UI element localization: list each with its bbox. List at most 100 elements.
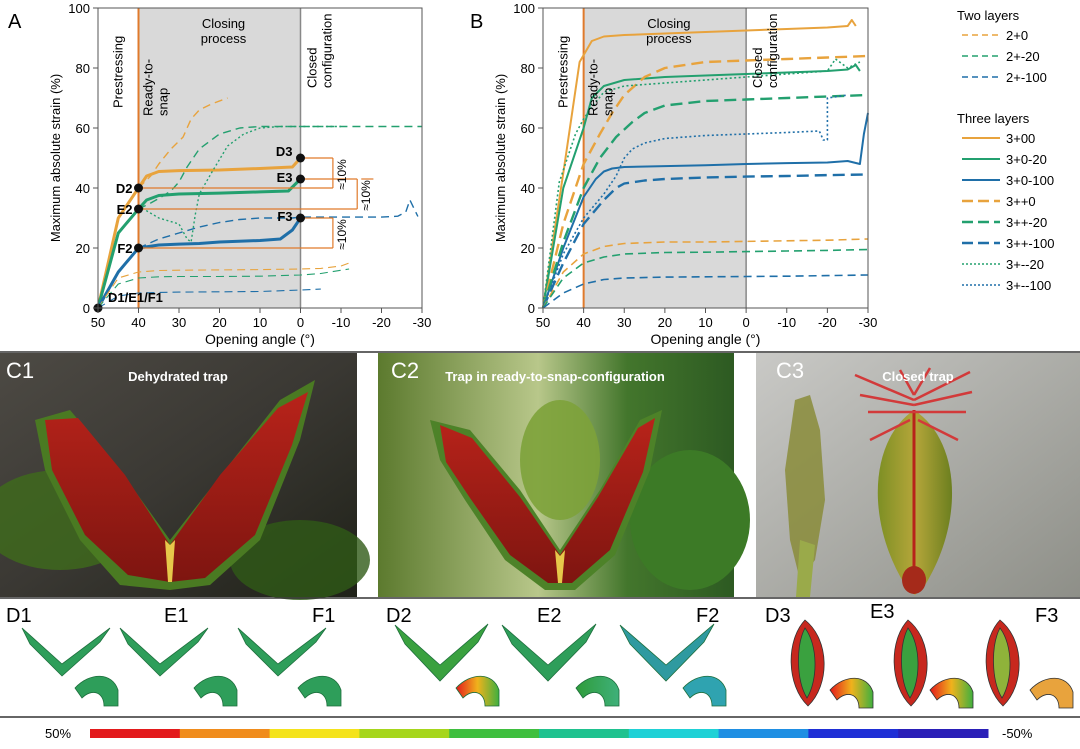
data-point xyxy=(296,174,305,184)
x-tick-label: 30 xyxy=(617,315,631,330)
phase-label: Closing process xyxy=(646,16,692,46)
series-line xyxy=(542,274,869,309)
y-axis-label: Maximum absolute strain (%) xyxy=(493,74,508,242)
series-line xyxy=(138,199,419,249)
data-point xyxy=(296,153,305,163)
point-label: E2 xyxy=(117,202,133,217)
series-line xyxy=(541,93,869,309)
legend-group-title: Three layers xyxy=(957,111,1030,126)
series-line xyxy=(96,217,302,309)
x-tick-label: -20 xyxy=(818,315,837,330)
x-tick-label: 0 xyxy=(297,315,304,330)
colorbar-right-label: -50% xyxy=(1002,726,1033,741)
y-tick-label: 0 xyxy=(528,301,535,316)
colorbar-segment xyxy=(269,729,360,738)
legend-label: 3+0-100 xyxy=(1006,173,1054,188)
series-line xyxy=(542,94,848,309)
y-tick-label: 40 xyxy=(521,181,535,196)
point-label: D1/E1/F1 xyxy=(108,290,163,305)
y-tick-label: 60 xyxy=(521,121,535,136)
series-line xyxy=(97,268,350,309)
photo-c1: Dehydrated trap C1 xyxy=(0,353,370,600)
sim-label-d3: D3 xyxy=(765,605,791,627)
series-line xyxy=(96,156,302,309)
panel-letter-c2: C2 xyxy=(391,358,419,383)
legend-group-title: Two layers xyxy=(957,8,1020,23)
colorbar-segment xyxy=(359,729,450,738)
colorbar: 50% -50% xyxy=(45,726,1033,741)
y-tick-label: 20 xyxy=(521,241,535,256)
series-line xyxy=(138,97,228,189)
y-tick-label: 0 xyxy=(83,301,90,316)
closing-process-shade xyxy=(583,8,747,308)
y-tick-label: 80 xyxy=(521,61,535,76)
colorbar-segment xyxy=(90,729,181,738)
phase-label: Prestressing xyxy=(110,36,125,108)
colorbar-segment xyxy=(539,729,630,738)
series-line xyxy=(542,64,861,309)
x-tick-label: 40 xyxy=(576,315,590,330)
x-tick-label: -10 xyxy=(332,315,351,330)
x-tick-label: 50 xyxy=(536,315,550,330)
panel-letter-c1: C1 xyxy=(6,358,34,383)
y-tick-label: 80 xyxy=(76,61,90,76)
colorbar-segment xyxy=(179,729,271,738)
legend-label: 3++0 xyxy=(1006,194,1036,209)
x-axis-label: Opening angle (°) xyxy=(651,331,761,347)
series-line xyxy=(542,19,857,309)
phase-label: Ready-to-snap xyxy=(586,59,616,116)
phase-label: Closing process xyxy=(201,16,247,46)
photo-title-c1: Dehydrated trap xyxy=(128,369,228,384)
series-line xyxy=(542,248,869,309)
legend-label: 2+0 xyxy=(1006,28,1028,43)
annotation: ≈10% xyxy=(335,159,349,190)
legend-label: 3+--100 xyxy=(1006,278,1051,293)
point-label: E3 xyxy=(277,170,293,185)
y-tick-label: 100 xyxy=(513,1,535,16)
point-label: F3 xyxy=(277,209,292,224)
y-tick-label: 60 xyxy=(76,121,90,136)
x-tick-label: 20 xyxy=(212,315,226,330)
sim-label-d1: D1 xyxy=(6,605,32,627)
x-tick-label: 40 xyxy=(131,315,145,330)
sim-label-e1: E1 xyxy=(164,605,188,627)
legend-label: 3+--20 xyxy=(1006,257,1044,272)
data-point xyxy=(134,204,143,214)
phase-label: Prestressing xyxy=(555,36,570,108)
phase-label: Closedconfiguration xyxy=(305,14,335,88)
sim-label-e3: E3 xyxy=(870,601,894,623)
y-tick-label: 100 xyxy=(68,1,90,16)
point-label: F2 xyxy=(117,241,132,256)
ten-percent-brackets: ≈10% ≈10% ≈10% xyxy=(138,157,374,250)
legend-label: 3++-100 xyxy=(1006,236,1054,251)
colorbar-segment xyxy=(808,729,899,738)
y-tick-label: 20 xyxy=(76,241,90,256)
legend: Two layers 2+0 2+-20 2+-100 Three layers 3+00… xyxy=(957,8,1054,293)
sim-label-f2: F2 xyxy=(696,605,719,627)
photo-title-c3: Closed trap xyxy=(882,369,954,384)
series-line xyxy=(541,54,869,309)
series-line xyxy=(542,238,869,309)
sim-label-f1: F1 xyxy=(312,605,335,627)
colorbar-segment xyxy=(628,729,720,738)
legend-label: 3+0-20 xyxy=(1006,152,1047,167)
x-tick-label: -30 xyxy=(413,315,432,330)
simulation-row: D1 E1 F1 D2 E2 F2 D3 E3 F3 xyxy=(6,601,1074,709)
y-tick-label: 40 xyxy=(76,181,90,196)
x-tick-label: 30 xyxy=(172,315,186,330)
series-line xyxy=(97,288,321,309)
legend-label: 2+-20 xyxy=(1006,49,1040,64)
photo-title-c2: Trap in ready-to-snap-configuration xyxy=(445,369,665,384)
panel-letter-c3: C3 xyxy=(776,358,804,383)
photo-c2: Trap in ready-to-snap-configuration C2 xyxy=(378,353,750,597)
panel-letter-a: A xyxy=(8,11,22,33)
legend-label: 3+00 xyxy=(1006,131,1035,146)
photo-c3: Closed trap C3 xyxy=(756,353,1080,597)
data-point xyxy=(296,213,305,223)
colorbar-segment xyxy=(449,729,540,738)
y-axis-label: Maximum absolute strain (%) xyxy=(48,74,63,242)
sim-label-d2: D2 xyxy=(386,605,412,627)
x-tick-label: -30 xyxy=(859,315,878,330)
